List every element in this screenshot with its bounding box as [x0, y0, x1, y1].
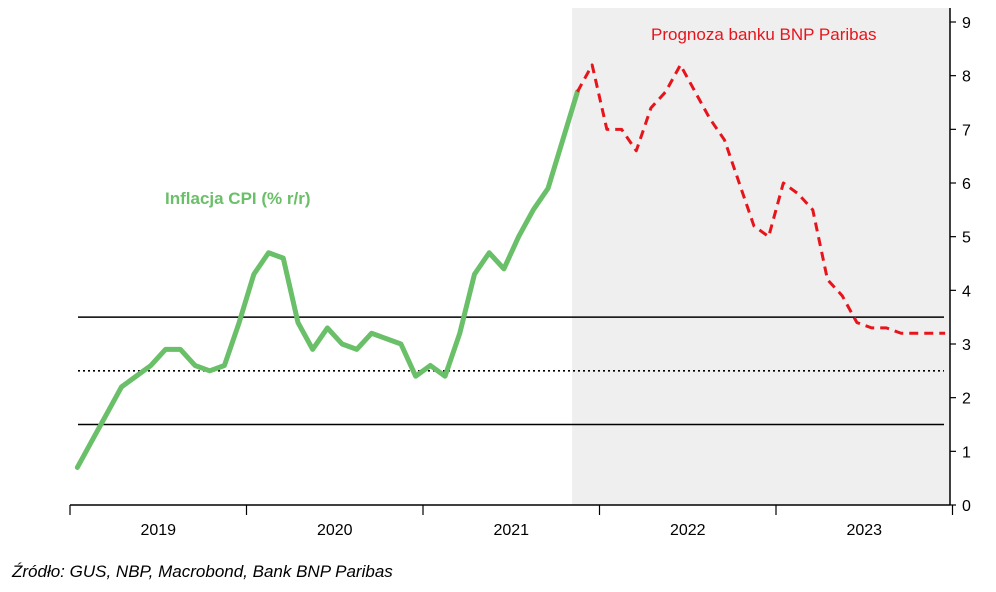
y-tick-label: 5 — [962, 230, 971, 247]
axes: 0 1 2 3 4 5 6 7 8 9 2019 2020 2021 2022 2023 — [69, 8, 971, 539]
y-tick-label: 9 — [962, 15, 971, 32]
y-tick-label: 4 — [962, 283, 971, 300]
y-tick-label: 0 — [962, 498, 971, 515]
y-tick-label: 3 — [962, 337, 971, 354]
forecast-shaded-region — [572, 8, 950, 505]
x-tick-label: 2022 — [670, 522, 706, 539]
series-label-forecast: Prognoza banku BNP Paribas — [651, 25, 877, 44]
series-label-cpi: Inflacja CPI (% r/r) — [165, 189, 310, 208]
series-layer — [74, 63, 946, 470]
y-tick-label: 7 — [962, 122, 971, 139]
x-tick-label: 2020 — [317, 522, 353, 539]
y-tick-label: 1 — [962, 444, 971, 461]
series-labels: Inflacja CPI (% r/r) Prognoza banku BNP P… — [165, 25, 877, 208]
y-tick-label: 2 — [962, 391, 971, 408]
cpi-inflation-line — [74, 89, 580, 470]
x-tick-label: 2019 — [140, 522, 176, 539]
source-note: Źródło: GUS, NBP, Macrobond, Bank BNP Pa… — [12, 562, 393, 581]
x-tick-label: 2021 — [493, 522, 529, 539]
forecast-line — [576, 63, 946, 335]
y-tick-label: 8 — [962, 69, 971, 86]
y-tick-label: 6 — [962, 176, 971, 193]
x-tick-label: 2023 — [846, 522, 882, 539]
reference-lines — [78, 316, 944, 426]
inflation-chart: 0 1 2 3 4 5 6 7 8 9 2019 2020 2021 2022 2023 Inflacja … — [69, 8, 971, 539]
